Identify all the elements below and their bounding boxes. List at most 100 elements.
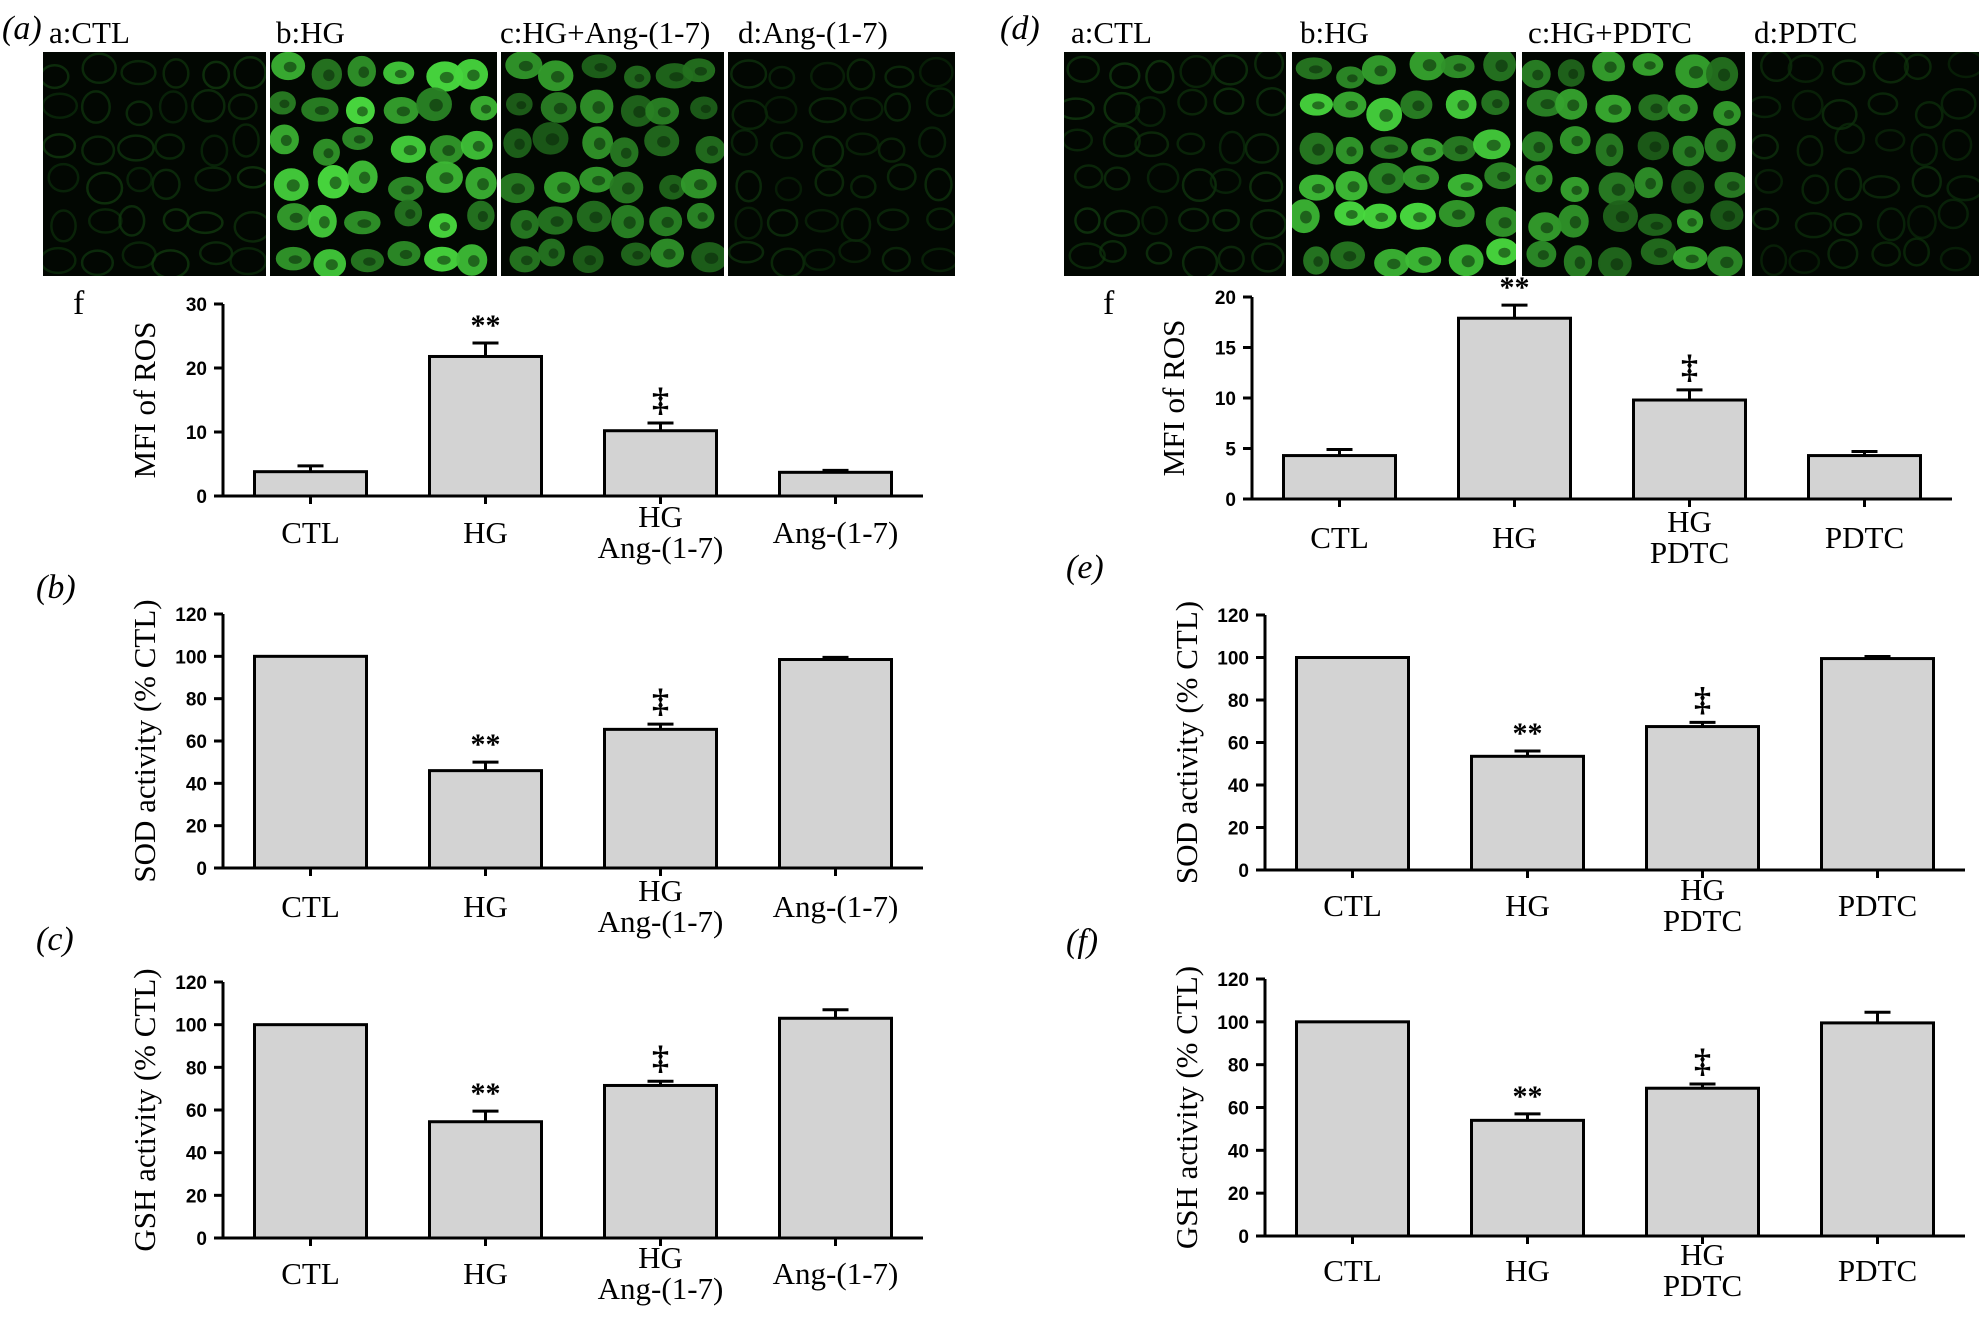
cell-nucleus [288, 255, 302, 264]
cell-image [270, 52, 497, 276]
cell-nucleus [1645, 177, 1656, 190]
cell-nucleus [1683, 181, 1696, 195]
cell [194, 166, 232, 192]
y-tick-label: 100 [1217, 1013, 1249, 1034]
cell-nucleus [439, 172, 454, 185]
cell [886, 163, 917, 191]
bar [1645, 1086, 1760, 1238]
cell-nucleus [1497, 171, 1511, 182]
y-axis-label: SOD activity (% CTL) [1169, 601, 1204, 884]
image-label-right-pdtc: d:PDTC [1754, 15, 1858, 50]
category-label: Ang-(1-7) [773, 515, 899, 550]
cell [1947, 52, 1979, 79]
cell-nucleus [472, 140, 485, 152]
significance-label: ** [471, 1077, 501, 1110]
cell-nucleus [399, 249, 413, 260]
cell-nucleus [657, 135, 671, 148]
cell-nucleus [319, 216, 330, 229]
cell [1254, 52, 1285, 80]
cell [1249, 209, 1286, 240]
cell [1939, 246, 1972, 272]
cell [918, 56, 954, 88]
cell [1251, 242, 1285, 273]
cell [1213, 87, 1245, 115]
cell [151, 249, 190, 276]
cell-nucleus [396, 106, 410, 117]
y-tick-label: 40 [186, 1144, 207, 1165]
cell [734, 206, 763, 240]
cell-nucleus [1347, 74, 1358, 83]
bar [603, 1083, 718, 1240]
category-label: HG [1667, 504, 1712, 539]
cell [87, 208, 123, 234]
category-label: HG [1680, 1237, 1725, 1272]
significance-label: ** [1513, 717, 1543, 750]
cell-nucleus [1460, 182, 1474, 191]
cell [43, 133, 77, 159]
cell-nucleus [1345, 100, 1358, 111]
cell [764, 95, 798, 124]
cell [845, 132, 880, 156]
bar [253, 654, 368, 870]
cell-nucleus [1606, 144, 1617, 158]
cell-nucleus [548, 248, 559, 259]
cell-nucleus [280, 134, 292, 146]
y-tick-label: 0 [1238, 861, 1249, 882]
cell-nucleus [1486, 139, 1501, 151]
category-label: PDTC [1663, 1268, 1742, 1303]
cell [200, 134, 229, 167]
significance-label: ** [471, 309, 501, 342]
cell-nucleus [1723, 109, 1735, 119]
bar [253, 1023, 368, 1240]
cell [1103, 91, 1141, 126]
cell [1109, 62, 1141, 90]
cell-nucleus [593, 137, 606, 150]
cell-nucleus [1650, 103, 1663, 114]
cell [809, 61, 846, 91]
cell-nucleus [1537, 250, 1549, 260]
cell [1212, 209, 1240, 232]
cell [162, 208, 190, 232]
cell [804, 208, 840, 233]
category-label: HG [463, 515, 508, 550]
cell [120, 59, 157, 86]
cell-nucleus [439, 71, 454, 84]
significance-label: ‡ [652, 1040, 669, 1077]
cell [1911, 165, 1942, 198]
cell [1801, 174, 1830, 205]
cell-nucleus [329, 176, 342, 190]
significance-label: ** [1513, 1080, 1543, 1113]
cell-image [501, 52, 724, 273]
cell-image [1292, 52, 1516, 276]
cell-nucleus [551, 71, 565, 83]
cell-nucleus [545, 133, 560, 146]
y-tick-label: 0 [196, 859, 207, 880]
cell [126, 166, 153, 193]
cell-nucleus [314, 106, 329, 115]
cell-nucleus [1608, 104, 1622, 115]
cell [1141, 205, 1168, 236]
cell [1066, 55, 1100, 84]
cell [730, 59, 768, 89]
cell-nucleus [1346, 209, 1358, 219]
bar [1645, 725, 1760, 872]
cell [1910, 133, 1938, 167]
bar [603, 727, 718, 870]
category-label: CTL [281, 515, 340, 550]
cell-image [43, 52, 266, 276]
cell [1903, 53, 1932, 81]
cell-nucleus [289, 212, 303, 223]
cell-nucleus [1649, 141, 1662, 153]
cell [191, 89, 226, 123]
panel-label-a: (a) [2, 10, 42, 47]
cell [1937, 198, 1969, 230]
cell [1176, 132, 1206, 156]
cell-nucleus [1312, 143, 1325, 156]
cell-nucleus [1684, 146, 1697, 158]
cell [728, 240, 765, 264]
cell [81, 52, 117, 85]
panel-label-c: (c) [36, 921, 74, 958]
bar [1282, 454, 1397, 501]
panel-label-f: (f) [1066, 923, 1099, 960]
